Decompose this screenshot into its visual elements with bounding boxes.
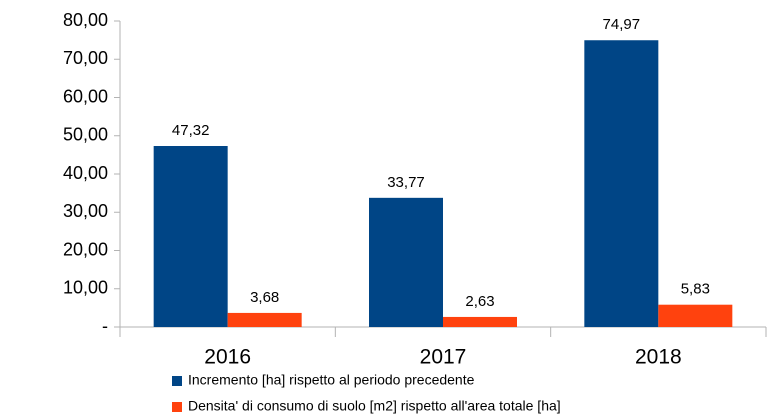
value-label: 3,68 (250, 289, 279, 306)
value-label: 33,77 (387, 174, 425, 191)
y-tick-label: 50,00 (63, 125, 108, 145)
x-tick-label: 2017 (420, 346, 467, 369)
x-tick-label: 2018 (635, 346, 682, 369)
value-label: 5,83 (681, 281, 710, 298)
x-tick-label: 2016 (204, 346, 251, 369)
y-tick-label: 40,00 (63, 163, 108, 183)
y-tick-label: - (102, 316, 108, 336)
y-tick-label: 20,00 (63, 239, 108, 259)
bar (584, 40, 659, 328)
bar (227, 312, 302, 327)
legend-swatch (172, 376, 182, 386)
legend-swatch (172, 402, 182, 412)
value-label: 2,63 (465, 293, 494, 310)
bar (369, 197, 443, 327)
bar (658, 304, 733, 327)
y-tick-label: 80,00 (63, 10, 108, 30)
legend-label: Densita' di consumo di suolo [m2] rispet… (188, 398, 561, 414)
bar (153, 146, 228, 327)
y-tick-label: 30,00 (63, 201, 108, 221)
legend-label: Incremento [ha] rispetto al periodo prec… (188, 372, 475, 388)
value-label: 74,97 (603, 16, 641, 33)
y-tick-label: 60,00 (63, 86, 108, 106)
value-label: 47,32 (172, 122, 210, 139)
y-tick-label: 10,00 (63, 278, 108, 298)
y-tick-label: 70,00 (63, 48, 108, 68)
bar (443, 316, 517, 327)
